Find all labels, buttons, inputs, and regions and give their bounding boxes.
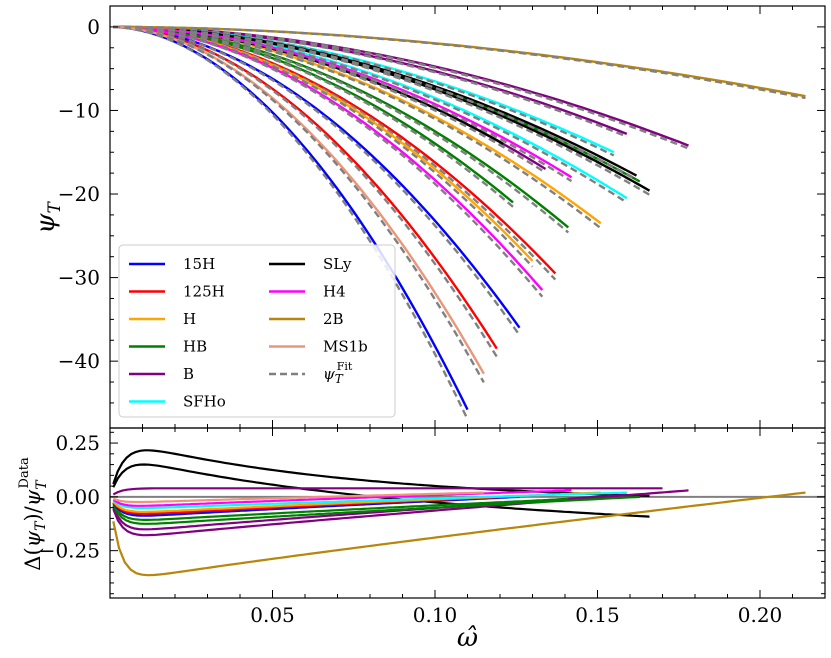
x-tick-label: 0.05 <box>250 603 295 627</box>
legend-label-H4: H4 <box>323 283 346 301</box>
fit-15H-1 <box>113 25 521 336</box>
top-panel-curves <box>113 25 806 420</box>
y-tick-label-bottom: 0.25 <box>55 431 100 455</box>
x-tick-label: 0.10 <box>413 603 458 627</box>
residual-curve-11 <box>112 489 572 507</box>
fit-SLy-2 <box>113 25 504 148</box>
fit-125H-1 <box>113 25 557 281</box>
y-tick-label-bottom: 0.00 <box>55 485 100 509</box>
fit-MS1b-0 <box>113 25 485 383</box>
x-tick-label: 0.15 <box>575 603 620 627</box>
residual-curve-10 <box>112 491 627 510</box>
residual-curve-13 <box>112 487 663 496</box>
legend-label-MS1b: MS1b <box>323 338 368 356</box>
curve-125H-0 <box>113 25 498 350</box>
residual-curve-12 <box>112 491 484 504</box>
y-tick-label-top: 0 <box>87 15 100 39</box>
y-axis-title-top: ψT <box>31 200 65 233</box>
x-tick-label: 0.20 <box>738 603 783 627</box>
fit-15H-0 <box>113 25 469 420</box>
fit-HB-1 <box>113 25 570 234</box>
y-tick-label-top: −40 <box>58 349 100 373</box>
fit-H4-1 <box>113 25 573 183</box>
legend-label-B: B <box>183 365 194 383</box>
legend-label-HB: HB <box>183 338 207 356</box>
axes: 0.05 0.10 0.15 0.20 0 −10 −20 −30 −40 0.25 0.00 −0.… <box>39 5 826 627</box>
residual-curve-2 <box>112 491 806 577</box>
y-tick-label-top: −20 <box>58 182 100 206</box>
bottom-panel-residuals <box>110 449 825 577</box>
legend-label-H: H <box>183 310 196 328</box>
legend-label-125H: 125H <box>183 283 225 301</box>
fit-B-2 <box>113 25 689 150</box>
residual-curve-5 <box>112 495 640 525</box>
legend-label-2B: 2B <box>323 310 344 328</box>
fit-H4-0 <box>113 25 544 298</box>
residual-curve-0 <box>112 449 650 497</box>
legend-label-SFHo: SFHo <box>183 393 226 411</box>
fit-125H-0 <box>113 25 498 358</box>
residual-curve-6 <box>112 497 569 521</box>
legend-label-SLy: SLy <box>323 255 352 273</box>
fit-B-1 <box>113 25 628 138</box>
legend-label-15H: 15H <box>183 255 215 273</box>
x-axis-title: ω̂ <box>457 623 478 653</box>
fit-SLy-1 <box>113 25 638 181</box>
curve-MS1b-0 <box>113 25 485 375</box>
axis-labels: ψT Δ(ψT)/ψTData ω̂ <box>17 200 478 653</box>
y-tick-label-top: −10 <box>58 98 100 122</box>
y-axis-title-bottom: Δ(ψT)/ψTData <box>17 457 50 571</box>
y-tick-label-bottom: −0.25 <box>39 539 100 563</box>
fit-2B-0 <box>113 25 806 100</box>
y-tick-label-top: −30 <box>58 266 100 290</box>
legend-box <box>118 244 396 418</box>
